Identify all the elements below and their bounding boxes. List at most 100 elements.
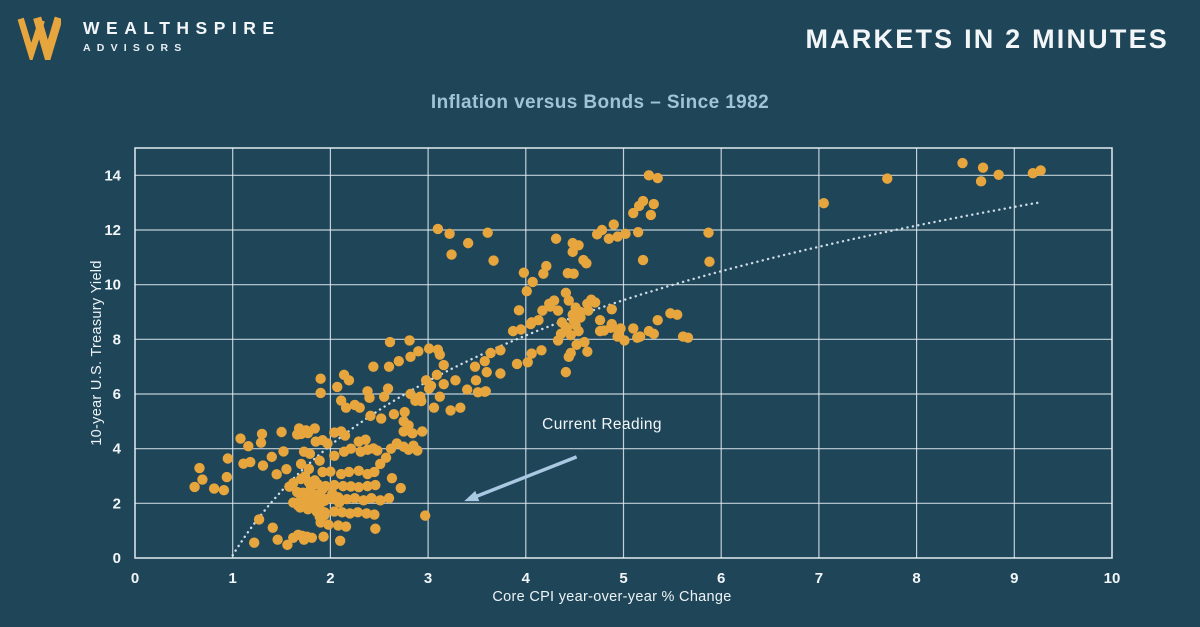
scatter-point — [423, 383, 435, 394]
scatter-point — [343, 375, 355, 386]
scatter-point — [589, 297, 601, 308]
scatter-point — [550, 233, 562, 244]
scatter-point — [305, 494, 317, 505]
scatter-point — [344, 508, 356, 519]
chart-title: Inflation versus Bonds – Since 1982 — [430, 92, 770, 113]
scatter-point — [383, 492, 395, 504]
scatter-point — [438, 378, 449, 390]
annotation-label: Current Reading — [542, 416, 662, 433]
scatter-point — [355, 446, 366, 457]
scatter-point — [444, 228, 455, 240]
scatter-point — [345, 481, 357, 492]
scatter-point — [583, 305, 594, 316]
scatter-point — [352, 507, 363, 518]
scatter-point — [282, 539, 293, 551]
y-tick-label: 14 — [104, 167, 121, 184]
scatter-point — [339, 430, 351, 441]
scatter-point — [291, 429, 303, 440]
y-tick-label: 12 — [104, 222, 121, 239]
scatter-point — [579, 336, 590, 348]
scatter-point — [469, 361, 481, 372]
scatter-point — [568, 268, 579, 279]
scatter-point — [329, 506, 340, 517]
scatter-point — [365, 410, 376, 422]
scatter-point — [276, 426, 287, 438]
scatter-point — [349, 492, 361, 504]
scatter-point — [335, 468, 347, 480]
scatter-point — [336, 507, 348, 518]
annotation-arrow-line — [473, 455, 578, 499]
scatter-point — [544, 298, 555, 309]
scatter-point — [288, 477, 299, 489]
scatter-point — [462, 237, 474, 249]
scatter-point — [521, 286, 532, 297]
x-tick-label: 3 — [424, 570, 432, 587]
scatter-point — [334, 535, 346, 546]
scatter-point — [479, 356, 490, 367]
scatter-point — [645, 209, 657, 221]
scatter-point — [455, 402, 466, 413]
scatter-point — [306, 532, 318, 543]
scatter-point — [445, 405, 456, 416]
scatter-point — [541, 260, 552, 272]
scatter-point — [882, 173, 893, 184]
scatter-point — [591, 229, 603, 240]
scatter-point — [628, 323, 639, 334]
scatter-point — [333, 497, 345, 508]
scatter-point — [299, 471, 311, 482]
x-tick-label: 4 — [522, 570, 531, 587]
scatter-point — [329, 450, 340, 461]
scatter-point — [388, 409, 400, 420]
scatter-point — [272, 534, 283, 545]
scatter-point — [189, 481, 200, 493]
scatter-point — [386, 472, 398, 484]
scatter-point — [513, 305, 525, 316]
y-tick-label: 0 — [113, 550, 121, 567]
scatter-point — [314, 455, 325, 466]
scatter-point — [235, 433, 246, 444]
scatter-point — [637, 195, 649, 207]
scatter-point — [515, 324, 527, 335]
y-tick-label: 8 — [113, 331, 121, 348]
scatter-point — [567, 246, 578, 258]
scatter-point — [358, 495, 369, 506]
scatter-point — [338, 446, 350, 457]
scatter-point — [434, 391, 446, 402]
scatter-point — [245, 456, 256, 468]
scatter-point — [704, 256, 715, 267]
scatter-point — [403, 420, 414, 431]
scatter-point — [563, 295, 574, 306]
scatter-point — [372, 445, 383, 456]
scatter-point — [382, 383, 394, 394]
scatter-point — [364, 392, 375, 404]
scatter-point — [325, 466, 336, 477]
brand-logo: WEALTHSPIRE ADVISORS — [17, 14, 281, 60]
y-tick-label: 4 — [113, 441, 122, 458]
scatter-point — [255, 437, 267, 448]
scatter-point — [208, 483, 220, 494]
scatter-point — [495, 368, 506, 379]
x-tick-label: 6 — [717, 570, 725, 587]
x-tick-label: 7 — [815, 570, 823, 587]
y-tick-label: 6 — [113, 386, 121, 403]
scatter-point — [818, 198, 829, 209]
scatter-point — [281, 463, 292, 475]
scatter-point — [648, 198, 659, 210]
scatter-point — [461, 384, 473, 395]
scatter-point — [278, 446, 289, 457]
scatter-point — [353, 465, 364, 477]
current-reading-point — [419, 510, 431, 521]
scatter-point — [652, 172, 663, 184]
scatter-point — [581, 258, 592, 269]
x-tick-label: 10 — [1104, 570, 1121, 587]
scatter-point — [322, 438, 333, 449]
scatter-point — [652, 315, 663, 326]
scatter-point — [333, 520, 344, 531]
scatter-point — [637, 254, 649, 266]
scatter-point — [218, 485, 230, 496]
scatter-point — [405, 351, 416, 363]
scatter-point — [343, 466, 355, 478]
brand-text: WEALTHSPIRE ADVISORS — [83, 18, 281, 56]
y-tick-label: 2 — [113, 495, 121, 512]
scatter-point — [485, 347, 496, 359]
